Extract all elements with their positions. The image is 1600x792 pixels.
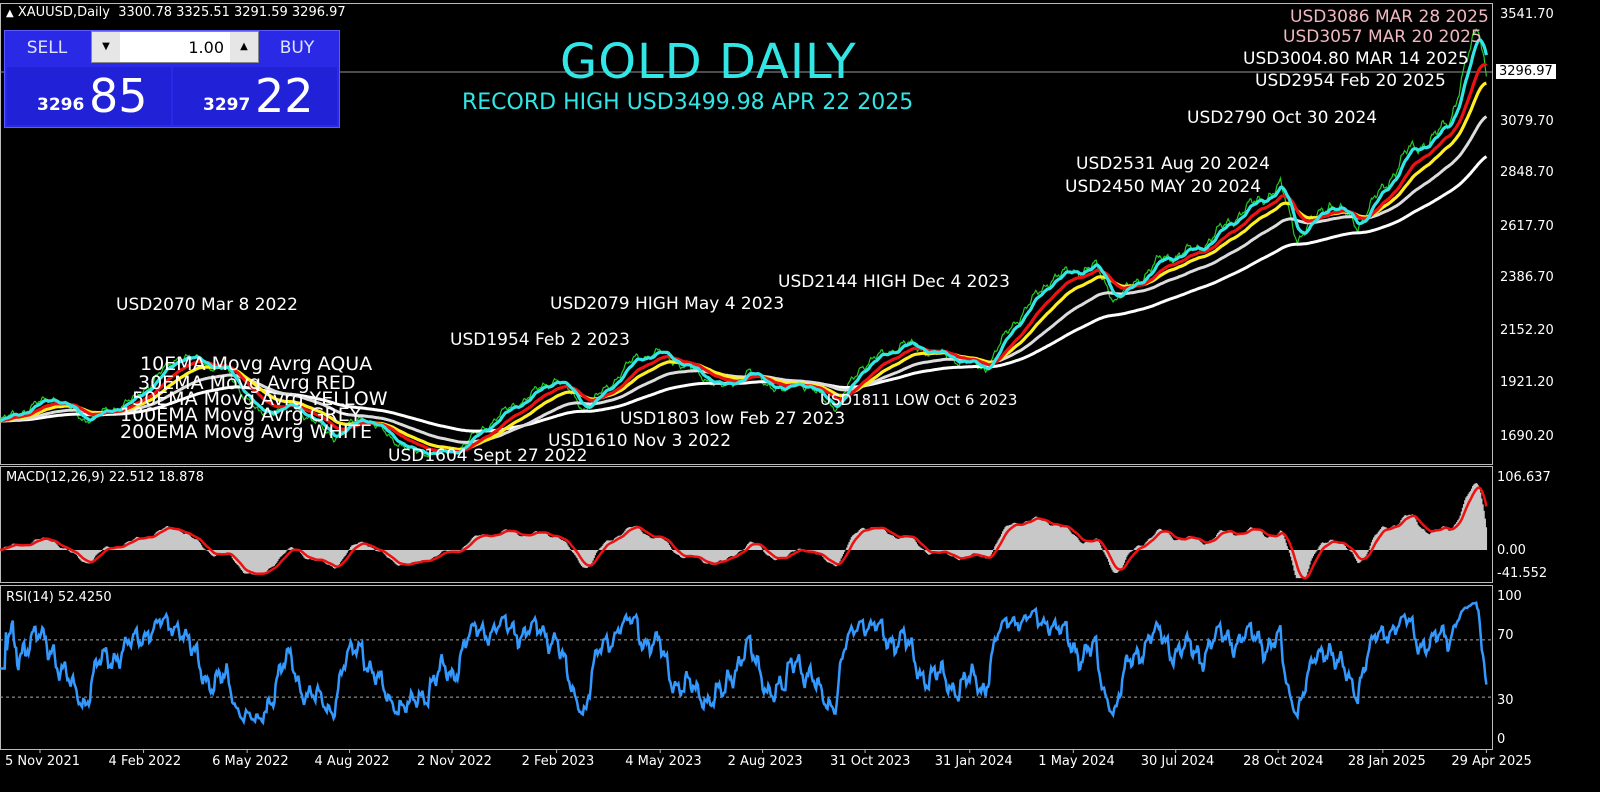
- increase-lot-button[interactable]: ▲: [230, 32, 258, 62]
- rsi-tick-label: 100: [1497, 589, 1522, 604]
- legend-100ema: 100EMA Movg Avrg GREY: [120, 404, 362, 426]
- macd-tick-label: -41.552: [1497, 566, 1548, 581]
- rsi-header: RSI(14) 52.4250: [6, 590, 112, 605]
- triangle-up-icon: ▲: [6, 8, 14, 19]
- x-tick-label: 2 Aug 2023: [727, 754, 803, 769]
- x-tick-label: 29 Apr 2025: [1451, 754, 1532, 769]
- annotation: USD2531 Aug 20 2024: [1076, 154, 1270, 174]
- y-tick-label: 3541.70: [1500, 7, 1554, 22]
- macd-panel-frame: [0, 466, 1493, 583]
- x-tick-label: 6 May 2022: [212, 754, 289, 769]
- annotation: USD2070 Mar 8 2022: [116, 295, 298, 315]
- chevron-down-icon: ▼: [102, 41, 110, 52]
- rsi-line: [0, 601, 1488, 726]
- chart-header: ▲ XAUUSD,Daily 3300.78 3325.51 3291.59 3…: [6, 5, 346, 20]
- sell-price-major: 3296: [37, 95, 85, 115]
- annotation: USD1954 Feb 2 2023: [450, 330, 630, 350]
- legend-30ema: 30EMA Movg Avrg RED: [138, 372, 356, 394]
- y-tick-label: 2152.20: [1500, 323, 1554, 338]
- annotation: USD1811 LOW Oct 6 2023: [820, 391, 1018, 409]
- macd-histogram: [0, 483, 1488, 579]
- annotation: USD2954 Feb 20 2025: [1255, 71, 1446, 91]
- x-tick-label: 4 Feb 2022: [108, 754, 182, 769]
- x-tick-label: 28 Jan 2025: [1347, 754, 1426, 769]
- buy-price-button[interactable]: 3297 22: [173, 67, 337, 125]
- legend-10ema: 10EMA Movg Avrg AQUA: [140, 353, 373, 375]
- x-tick-label: 2 Nov 2022: [416, 754, 492, 769]
- buy-price-major: 3297: [203, 95, 251, 115]
- one-click-trading-panel: SELL ▼ ▲ BUY 3296 85 3297 22: [4, 30, 340, 128]
- annotation: USD1604 Sept 27 2022: [388, 446, 588, 466]
- annotation: USD1803 low Feb 27 2023: [620, 409, 846, 429]
- annotation: USD3086 MAR 28 2025: [1290, 7, 1489, 27]
- ohlc-values: 3300.78 3325.51 3291.59 3296.97: [118, 5, 346, 20]
- buy-button[interactable]: BUY: [279, 38, 315, 58]
- ema-50-line: [0, 81, 1487, 451]
- sell-price-minor: 85: [89, 69, 148, 123]
- x-tick-label: 31 Oct 2023: [830, 754, 911, 769]
- x-tick-label: 28 Oct 2024: [1243, 754, 1324, 769]
- y-tick-label: 2617.70: [1500, 219, 1554, 234]
- macd-plot: [0, 483, 1488, 580]
- rsi-tick-label: 30: [1497, 693, 1514, 708]
- buy-price-minor: 22: [255, 69, 314, 123]
- chart-title: GOLD DAILY: [560, 34, 857, 90]
- macd-signal-line: [0, 486, 1488, 580]
- rsi-panel-frame: [0, 585, 1493, 750]
- annotation: USD2790 Oct 30 2024: [1187, 108, 1378, 128]
- macd-header: MACD(12,26,9) 22.512 18.878: [6, 470, 204, 485]
- x-tick-label: 30 Jul 2024: [1140, 754, 1215, 769]
- annotation: USD1610 Nov 3 2022: [548, 431, 732, 451]
- ema-200-line: [0, 155, 1488, 433]
- annotation: USD2079 HIGH May 4 2023: [550, 294, 785, 314]
- price-plot: [0, 27, 1488, 458]
- x-tick-label: 4 May 2023: [625, 754, 702, 769]
- annotation: USD2450 MAY 20 2024: [1065, 177, 1262, 197]
- chevron-up-icon: ▲: [240, 41, 248, 52]
- rsi-tick-label: 70: [1497, 628, 1514, 643]
- annotation: USD2144 HIGH Dec 4 2023: [778, 272, 1010, 292]
- x-tick-label: 2 Feb 2023: [521, 754, 595, 769]
- x-tick-label: 5 Nov 2021: [5, 754, 80, 769]
- x-tick-label: 31 Jan 2024: [934, 754, 1013, 769]
- macd-tick-label: 106.637: [1497, 470, 1551, 485]
- chart-subtitle: RECORD HIGH USD3499.98 APR 22 2025: [462, 90, 914, 115]
- x-tick-label: 4 Aug 2022: [314, 754, 390, 769]
- macd-tick-label: 0.00: [1497, 543, 1526, 558]
- rsi-tick-label: 0: [1497, 732, 1506, 747]
- symbol-label: XAUUSD,Daily: [17, 5, 110, 20]
- lot-size-stepper: ▼ ▲: [91, 31, 259, 63]
- y-tick-label: 2848.70: [1500, 165, 1554, 180]
- annotation: USD3057 MAR 20 2025: [1283, 27, 1482, 47]
- ema-10-line: [0, 38, 1488, 456]
- main-panel-frame: [0, 3, 1493, 465]
- y-tick-label: 3079.70: [1500, 114, 1554, 129]
- decrease-lot-button[interactable]: ▼: [92, 32, 120, 62]
- y-tick-label: 1690.20: [1500, 429, 1554, 444]
- lot-size-input[interactable]: [122, 35, 226, 59]
- y-tick-label: 1921.20: [1500, 375, 1554, 390]
- legend-200ema: 200EMA Movg Avrg WHITE: [120, 421, 373, 443]
- current-price-label: 3296.97: [1496, 64, 1556, 79]
- sell-button[interactable]: SELL: [26, 38, 68, 58]
- x-tick-label: 1 May 2024: [1038, 754, 1115, 769]
- legend-50ema: 50EMA Movg Avrg YELLOW: [132, 388, 388, 410]
- rsi-plot: [0, 601, 1492, 726]
- annotation: USD3004.80 MAR 14 2025: [1243, 49, 1469, 69]
- y-tick-label: 2386.70: [1500, 270, 1554, 285]
- sell-price-button[interactable]: 3296 85: [7, 67, 171, 125]
